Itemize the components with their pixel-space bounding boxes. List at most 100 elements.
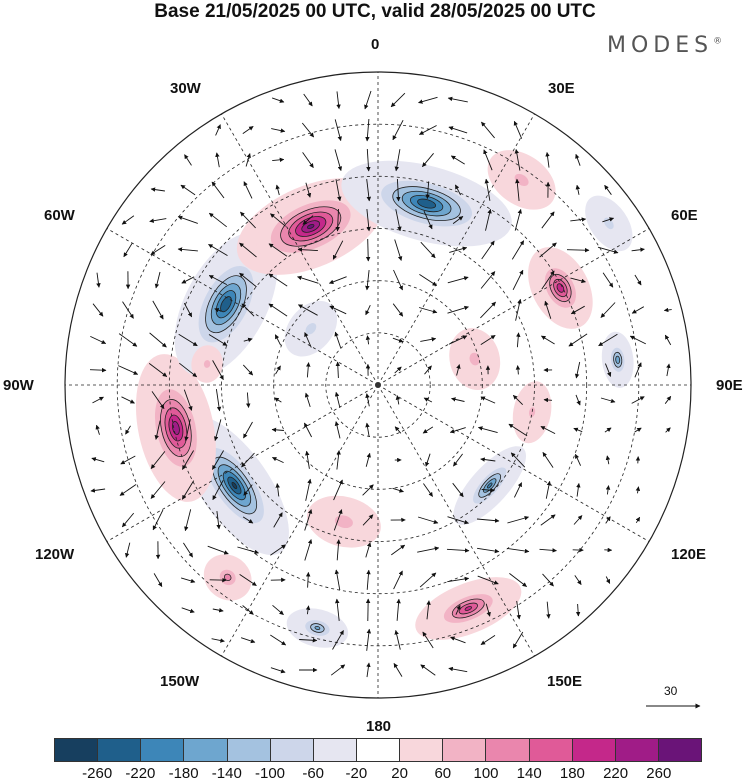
wind-arrow <box>365 270 370 291</box>
wind-arrow <box>151 391 165 409</box>
colorbar-tick-label: 180 <box>559 765 585 782</box>
wind-arrow <box>243 181 253 199</box>
wind-arrow <box>448 126 468 134</box>
reference-vector-value: 30 <box>664 684 678 698</box>
wind-arrow <box>418 96 438 104</box>
wind-arrow <box>663 307 672 313</box>
wind-arrow <box>447 576 470 583</box>
wind-arrow <box>510 452 526 468</box>
wind-arrow <box>508 423 528 437</box>
wind-arrow <box>302 215 314 225</box>
wind-arrow <box>268 303 288 317</box>
wind-arrow <box>365 238 371 262</box>
wind-arrow <box>605 576 611 584</box>
wind-arrow <box>271 456 284 464</box>
wind-arrow <box>237 546 260 555</box>
wind-arrow <box>419 125 437 135</box>
lon-label-30e: 30E <box>548 80 575 97</box>
wind-arrow <box>454 184 462 196</box>
wind-arrow <box>605 485 611 495</box>
wind-arrow <box>242 364 254 376</box>
wind-arrow <box>573 515 583 525</box>
wind-arrow <box>272 157 285 163</box>
wind-arrow <box>509 573 527 587</box>
wind-arrow <box>574 361 581 379</box>
wind-arrow <box>268 273 288 287</box>
wind-arrow <box>180 577 196 584</box>
colorbar-swatch <box>313 739 357 761</box>
anomaly-pos-110e <box>449 328 501 391</box>
wind-arrow <box>215 124 221 136</box>
wind-arrow <box>393 570 403 590</box>
wind-arrow <box>212 450 224 470</box>
wind-arrow <box>446 548 470 553</box>
wind-arrow <box>336 539 341 561</box>
wind-arrow <box>124 542 131 558</box>
wind-arrow <box>395 395 401 405</box>
wind-arrow <box>394 629 401 650</box>
wind-arrow <box>602 217 615 223</box>
wind-arrow <box>150 451 166 469</box>
wind-arrow <box>447 96 468 103</box>
wind-arrow <box>365 422 370 437</box>
wind-arrow <box>121 215 135 225</box>
wind-arrow <box>274 397 282 403</box>
wind-arrow <box>333 479 343 501</box>
wind-arrow <box>545 480 552 499</box>
wind-arrow <box>304 392 311 408</box>
wind-arrow <box>420 337 437 342</box>
wind-arrow <box>477 426 498 434</box>
colorbar-tick-label: -220 <box>125 765 156 782</box>
wind-arrow <box>305 571 311 588</box>
wind-arrow <box>334 569 341 591</box>
wind-arrow <box>447 276 469 284</box>
wind-arrow <box>597 246 619 254</box>
wind-arrow <box>118 365 139 375</box>
wind-arrow <box>545 151 550 168</box>
wind-arrow <box>422 426 434 434</box>
wind-arrow <box>240 211 256 229</box>
wind-arrow <box>303 422 313 438</box>
wind-arrow <box>304 539 313 561</box>
wind-arrow <box>183 302 193 318</box>
wind-arrow <box>362 514 374 526</box>
anomaly-field <box>135 150 634 648</box>
meridian <box>377 384 650 542</box>
anomaly-pos-20e <box>415 577 522 640</box>
wind-arrow <box>394 149 401 172</box>
wind-arrow <box>604 184 612 195</box>
wind-arrow <box>243 484 253 496</box>
wind-arrow <box>182 450 194 470</box>
wind-arrow <box>515 298 522 321</box>
wind-arrow <box>366 569 371 590</box>
wind-arrow <box>183 389 193 411</box>
wind-arrow <box>666 363 671 377</box>
wind-arrow <box>396 178 401 202</box>
contour-level <box>220 296 232 313</box>
wind-arrow <box>390 92 406 108</box>
wind-arrow <box>215 389 222 412</box>
wind-arrow <box>418 307 438 314</box>
anomaly-neg-50e <box>453 446 527 525</box>
wind-arrow <box>239 272 257 288</box>
wind-arrow <box>448 335 468 345</box>
wind-arrow <box>422 153 434 168</box>
wind-arrow <box>270 544 286 556</box>
wind-arrow <box>241 303 255 317</box>
wind-arrow <box>575 153 581 166</box>
wind-arrow <box>242 605 254 615</box>
wind-arrow <box>211 181 225 199</box>
wind-arrow <box>456 364 461 376</box>
lon-label-120w: 120W <box>35 546 75 563</box>
wind-arrow <box>600 397 616 404</box>
contour-level <box>615 355 621 364</box>
contour-level <box>305 323 317 335</box>
colorbar-swatch <box>658 739 702 761</box>
anomaly-pos-95w <box>191 345 223 383</box>
wind-arrow <box>541 335 555 345</box>
wind-arrow <box>216 511 221 530</box>
wind-arrow <box>271 97 285 103</box>
brand-name: MODES <box>607 33 714 58</box>
wind-arrow <box>306 362 311 378</box>
